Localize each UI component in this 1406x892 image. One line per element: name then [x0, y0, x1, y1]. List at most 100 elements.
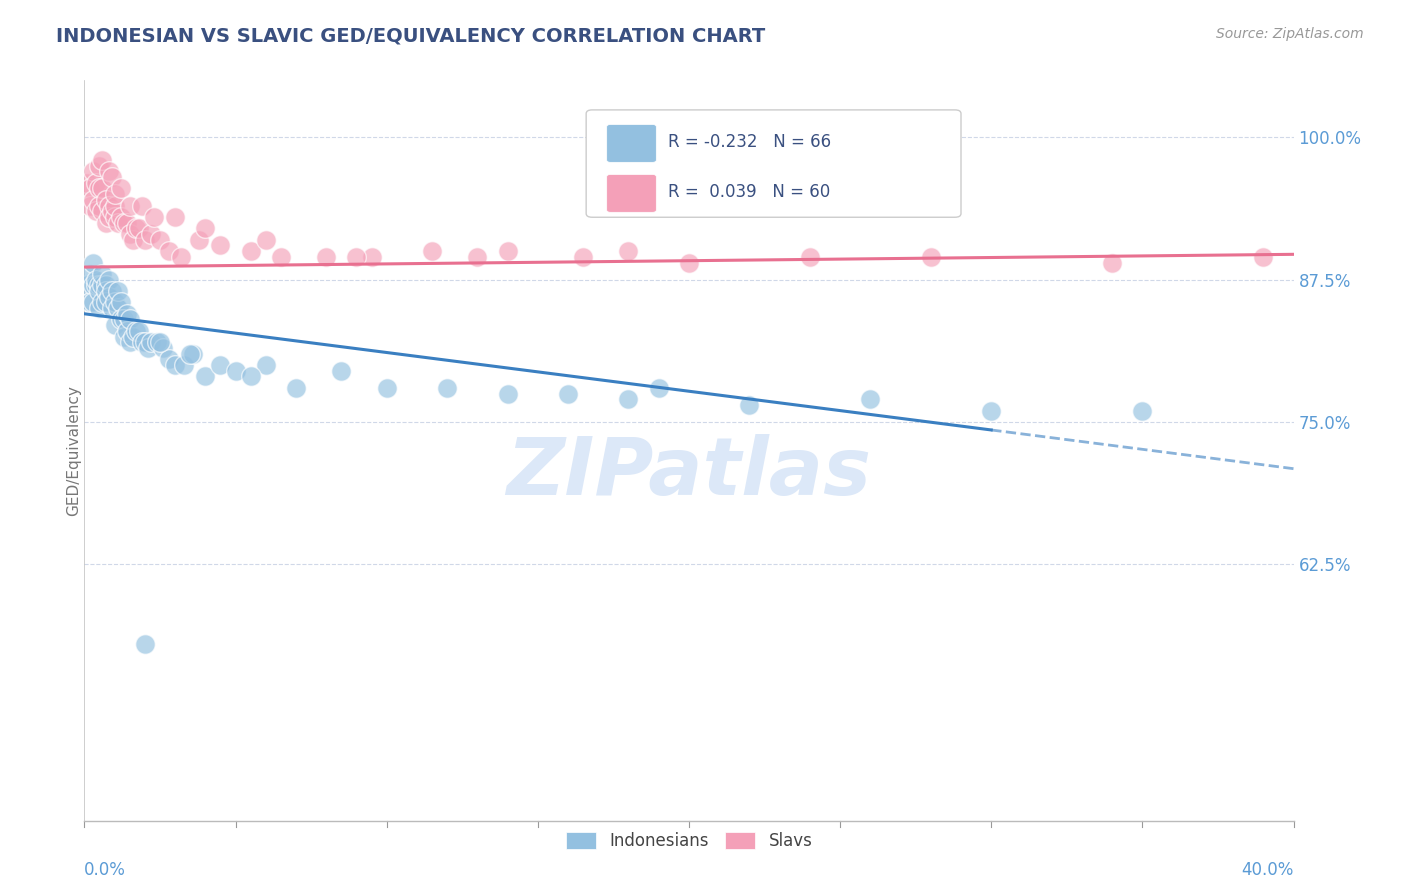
Point — [97, 164, 120, 178]
Point — [91, 204, 114, 219]
Point — [115, 324, 138, 338]
Point — [557, 386, 579, 401]
Point — [110, 295, 132, 310]
Point — [100, 170, 122, 185]
Point — [1101, 255, 1123, 269]
Point — [115, 216, 138, 230]
Point — [121, 233, 143, 247]
Point — [165, 358, 187, 372]
Point — [157, 244, 180, 259]
Point — [285, 381, 308, 395]
Point — [115, 307, 138, 321]
Point — [209, 358, 232, 372]
Point — [738, 398, 761, 412]
Y-axis label: GED/Equivalency: GED/Equivalency — [66, 385, 80, 516]
Point — [118, 312, 141, 326]
Point — [181, 346, 204, 360]
Point — [89, 198, 111, 212]
Point — [254, 233, 277, 247]
Point — [239, 244, 262, 259]
Point — [118, 198, 141, 212]
Point — [97, 210, 120, 224]
Point — [97, 290, 120, 304]
Point — [125, 324, 148, 338]
Point — [79, 267, 101, 281]
Point — [94, 278, 117, 293]
Point — [94, 295, 117, 310]
Point — [980, 403, 1002, 417]
Point — [149, 335, 172, 350]
Point — [97, 198, 120, 212]
Point — [91, 278, 114, 293]
Point — [572, 250, 595, 264]
Point — [420, 244, 443, 259]
Point — [152, 341, 174, 355]
Point — [118, 227, 141, 241]
Point — [91, 267, 114, 281]
Text: 0.0%: 0.0% — [84, 861, 127, 879]
Point — [188, 233, 211, 247]
Point — [134, 335, 156, 350]
Point — [179, 346, 201, 360]
Point — [330, 364, 353, 378]
Point — [110, 181, 132, 195]
Point — [346, 250, 368, 264]
Point — [920, 250, 942, 264]
Point — [131, 335, 153, 350]
Point — [121, 329, 143, 343]
Point — [436, 381, 458, 395]
Point — [1130, 403, 1153, 417]
Point — [82, 164, 104, 178]
Point — [104, 210, 127, 224]
Point — [360, 250, 382, 264]
Point — [118, 335, 141, 350]
Point — [100, 301, 122, 315]
Point — [107, 216, 129, 230]
Point — [86, 204, 108, 219]
Point — [128, 324, 150, 338]
Point — [375, 381, 398, 395]
Point — [76, 176, 98, 190]
Text: ZIPatlas: ZIPatlas — [506, 434, 872, 512]
Point — [859, 392, 882, 407]
Point — [82, 295, 104, 310]
Point — [146, 335, 169, 350]
Point — [648, 381, 671, 395]
FancyBboxPatch shape — [607, 175, 657, 212]
Point — [136, 341, 159, 355]
Point — [89, 278, 111, 293]
Point — [678, 255, 700, 269]
Point — [104, 295, 127, 310]
Point — [82, 278, 104, 293]
FancyBboxPatch shape — [586, 110, 962, 218]
Point — [139, 335, 162, 350]
Point — [86, 176, 108, 190]
Point — [467, 250, 489, 264]
Point — [104, 318, 127, 333]
Point — [254, 358, 277, 372]
Point — [76, 278, 98, 293]
Point — [91, 181, 114, 195]
Point — [1253, 250, 1275, 264]
Point — [170, 250, 193, 264]
Point — [107, 301, 129, 315]
Point — [94, 216, 117, 230]
Point — [97, 272, 120, 286]
Point — [112, 312, 135, 326]
Point — [496, 244, 519, 259]
Point — [110, 312, 132, 326]
Legend: Indonesians, Slavs: Indonesians, Slavs — [560, 825, 818, 856]
Point — [89, 181, 111, 195]
Text: R = -0.232   N = 66: R = -0.232 N = 66 — [668, 133, 831, 151]
Text: 40.0%: 40.0% — [1241, 861, 1294, 879]
Point — [239, 369, 262, 384]
Point — [173, 358, 195, 372]
Point — [617, 392, 640, 407]
Text: INDONESIAN VS SLAVIC GED/EQUIVALENCY CORRELATION CHART: INDONESIAN VS SLAVIC GED/EQUIVALENCY COR… — [56, 27, 765, 45]
Point — [157, 352, 180, 367]
Point — [128, 221, 150, 235]
Point — [82, 193, 104, 207]
Point — [79, 198, 101, 212]
Text: R =  0.039   N = 60: R = 0.039 N = 60 — [668, 183, 831, 201]
Point — [94, 193, 117, 207]
